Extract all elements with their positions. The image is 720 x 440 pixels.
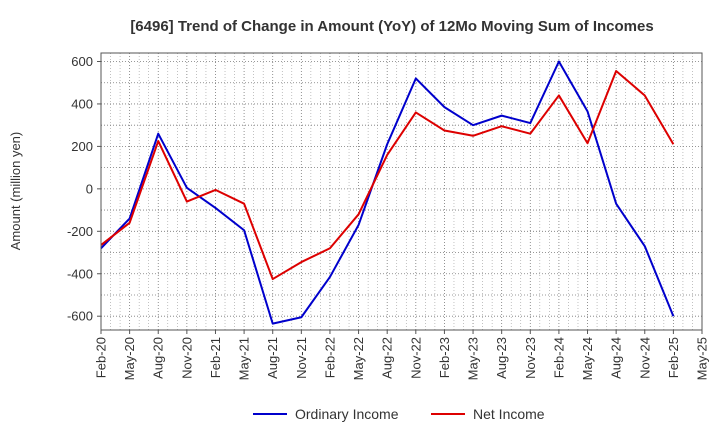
x-tick-label: May-22	[351, 337, 366, 380]
x-axis-ticks: Feb-20 May-20 Aug-20 Nov-20 Feb-21 May-21 Aug-…	[94, 330, 710, 380]
plot-frame	[100, 52, 703, 331]
legend: Ordinary Income Net Income	[253, 406, 545, 422]
y-tick-label: 200	[71, 139, 93, 154]
series-line-net-income	[100, 70, 675, 281]
x-tick-label: May-23	[466, 337, 481, 380]
y-axis-ticks: -600 -400 -200 0 200 400 600	[67, 54, 101, 324]
x-tick-label: Feb-25	[666, 337, 681, 378]
x-tick-label: Aug-24	[609, 337, 624, 379]
y-tick-label: 0	[86, 181, 93, 196]
x-tick-label: Aug-23	[494, 337, 509, 379]
x-tick-label: Aug-22	[380, 337, 395, 379]
y-tick-label: 400	[71, 96, 93, 111]
y-tick-label: 600	[71, 54, 93, 69]
y-axis-label: Amount (million yen)	[8, 132, 23, 251]
x-tick-label: Aug-21	[265, 337, 280, 379]
y-tick-label: -600	[67, 309, 93, 324]
x-tick-label: Feb-22	[322, 337, 337, 378]
y-tick-label: -200	[67, 224, 93, 239]
x-tick-label: Aug-20	[151, 337, 166, 379]
x-tick-label: Nov-24	[637, 337, 652, 379]
y-tick-label: -400	[67, 266, 93, 281]
x-tick-label: Feb-24	[551, 337, 566, 378]
legend-label-ordinary-income: Ordinary Income	[295, 406, 399, 422]
x-tick-label: Nov-20	[179, 337, 194, 379]
x-tick-label: May-24	[580, 337, 595, 380]
x-tick-label: Feb-21	[208, 337, 223, 378]
legend-label-net-income: Net Income	[473, 406, 545, 422]
series-lines	[100, 60, 675, 325]
x-tick-label: Feb-20	[94, 337, 109, 378]
chart-title: [6496] Trend of Change in Amount (YoY) o…	[130, 18, 653, 35]
series-line-ordinary-income	[100, 60, 675, 325]
x-tick-label: Nov-23	[523, 337, 538, 379]
grid	[100, 53, 703, 330]
x-tick-label: Feb-23	[437, 337, 452, 378]
x-tick-label: May-25	[695, 337, 710, 380]
x-tick-label: Nov-22	[408, 337, 423, 379]
x-tick-label: May-21	[237, 337, 252, 380]
x-tick-label: May-20	[122, 337, 137, 380]
x-tick-label: Nov-21	[294, 337, 309, 379]
